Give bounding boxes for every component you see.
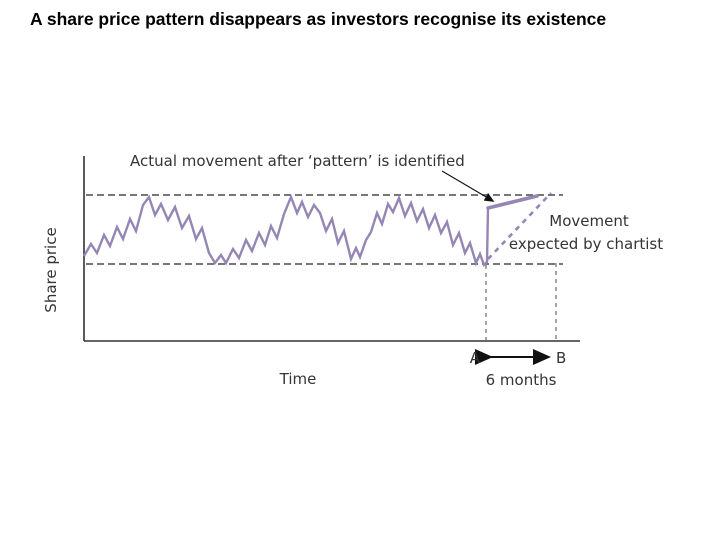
chart-annotation-actual: Actual movement after ‘pattern’ is ident… [130, 152, 465, 170]
post-identification-segment [486, 194, 539, 210]
page-title: A share price pattern disappears as inve… [30, 9, 607, 29]
annotation-arrow [441, 170, 495, 202]
point-a-label: A [470, 349, 481, 367]
x-axis-label: Time [279, 370, 317, 388]
actual-price-polyline [82, 193, 490, 268]
interval-label: 6 months [486, 371, 557, 389]
y-axis-label: Share price [42, 227, 60, 312]
point-b-label: B [556, 349, 566, 367]
expected-label-line2: expected by chartist [509, 235, 663, 253]
expected-label-line1: Movement [549, 212, 629, 230]
